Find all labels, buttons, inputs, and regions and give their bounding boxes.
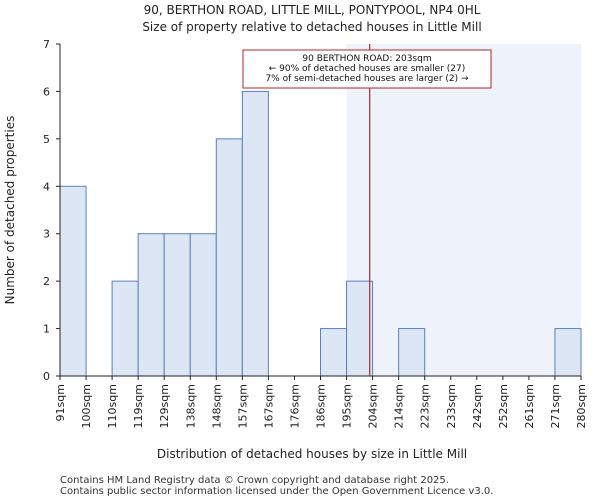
- x-tick-label: 167sqm: [262, 384, 275, 428]
- x-tick-label: 271sqm: [549, 384, 562, 428]
- x-tick-label: 204sqm: [367, 384, 380, 428]
- bar-157sqm: [241, 90, 269, 377]
- bar-214sqm: [398, 328, 426, 377]
- x-tick-label: 214sqm: [393, 384, 406, 428]
- bar-138sqm: [189, 233, 217, 377]
- x-tick-label: 176sqm: [288, 384, 301, 428]
- x-tick-label: 252sqm: [497, 384, 510, 428]
- y-tick-label: 3: [43, 228, 50, 241]
- chart-title-line2: Size of property relative to detached ho…: [142, 20, 481, 34]
- plot-area: 0 1 2 3 4 5 6 7 91sqm 100sqm 110sqm 119sqm 129sqm 138…: [43, 38, 588, 428]
- x-tick-label: 195sqm: [341, 384, 354, 428]
- bar-186sqm: [320, 328, 348, 377]
- x-tick-label: 280sqm: [575, 384, 588, 428]
- footer-copyright: Contains HM Land Registry data © Crown c…: [60, 475, 449, 486]
- x-tick-label: 242sqm: [471, 384, 484, 428]
- bar-110sqm: [111, 280, 139, 377]
- y-tick-label: 1: [43, 323, 50, 336]
- x-tick-label: 119sqm: [132, 384, 145, 428]
- x-tick-label: 233sqm: [445, 384, 458, 428]
- bar-119sqm: [137, 233, 165, 377]
- x-tick-label: 91sqm: [54, 384, 67, 421]
- x-tick-label: 110sqm: [106, 384, 119, 428]
- highlight-region: [346, 44, 581, 376]
- y-tick-label: 2: [43, 275, 50, 288]
- annotation-line-1: 90 BERTHON ROAD: 203sqm: [302, 54, 431, 64]
- bar-129sqm: [163, 233, 191, 377]
- x-tick-label: 100sqm: [80, 384, 93, 428]
- annotation-line-2: ← 90% of detached houses are smaller (27…: [269, 64, 466, 74]
- bar-148sqm: [215, 138, 243, 377]
- bar-91sqm: [59, 185, 87, 377]
- x-tick-label: 186sqm: [315, 384, 328, 428]
- y-tick-label: 5: [43, 133, 50, 146]
- x-tick-label: 129sqm: [158, 384, 171, 428]
- x-tick-label: 148sqm: [210, 384, 223, 428]
- footer-licence: Contains public sector information licen…: [60, 486, 493, 497]
- y-tick-label: 4: [43, 180, 50, 193]
- y-tick-label: 0: [43, 370, 50, 383]
- x-tick-label: 157sqm: [236, 384, 249, 428]
- x-tick-label: 223sqm: [419, 384, 432, 428]
- y-tick-label: 6: [43, 85, 50, 98]
- y-axis-label: Number of detached properties: [3, 116, 17, 305]
- annotation-line-3: 7% of semi-detached houses are larger (2…: [265, 74, 469, 84]
- bar-271sqm: [554, 328, 582, 377]
- y-tick-label: 7: [43, 38, 50, 51]
- bar-195sqm: [346, 280, 374, 377]
- x-axis-label: Distribution of detached houses by size …: [157, 447, 467, 461]
- annotation-box: [242, 49, 492, 89]
- x-tick-label: 261sqm: [523, 384, 536, 428]
- x-tick-label: 138sqm: [184, 384, 197, 428]
- chart-title-line1: 90, BERTHON ROAD, LITTLE MILL, PONTYPOOL…: [144, 3, 481, 17]
